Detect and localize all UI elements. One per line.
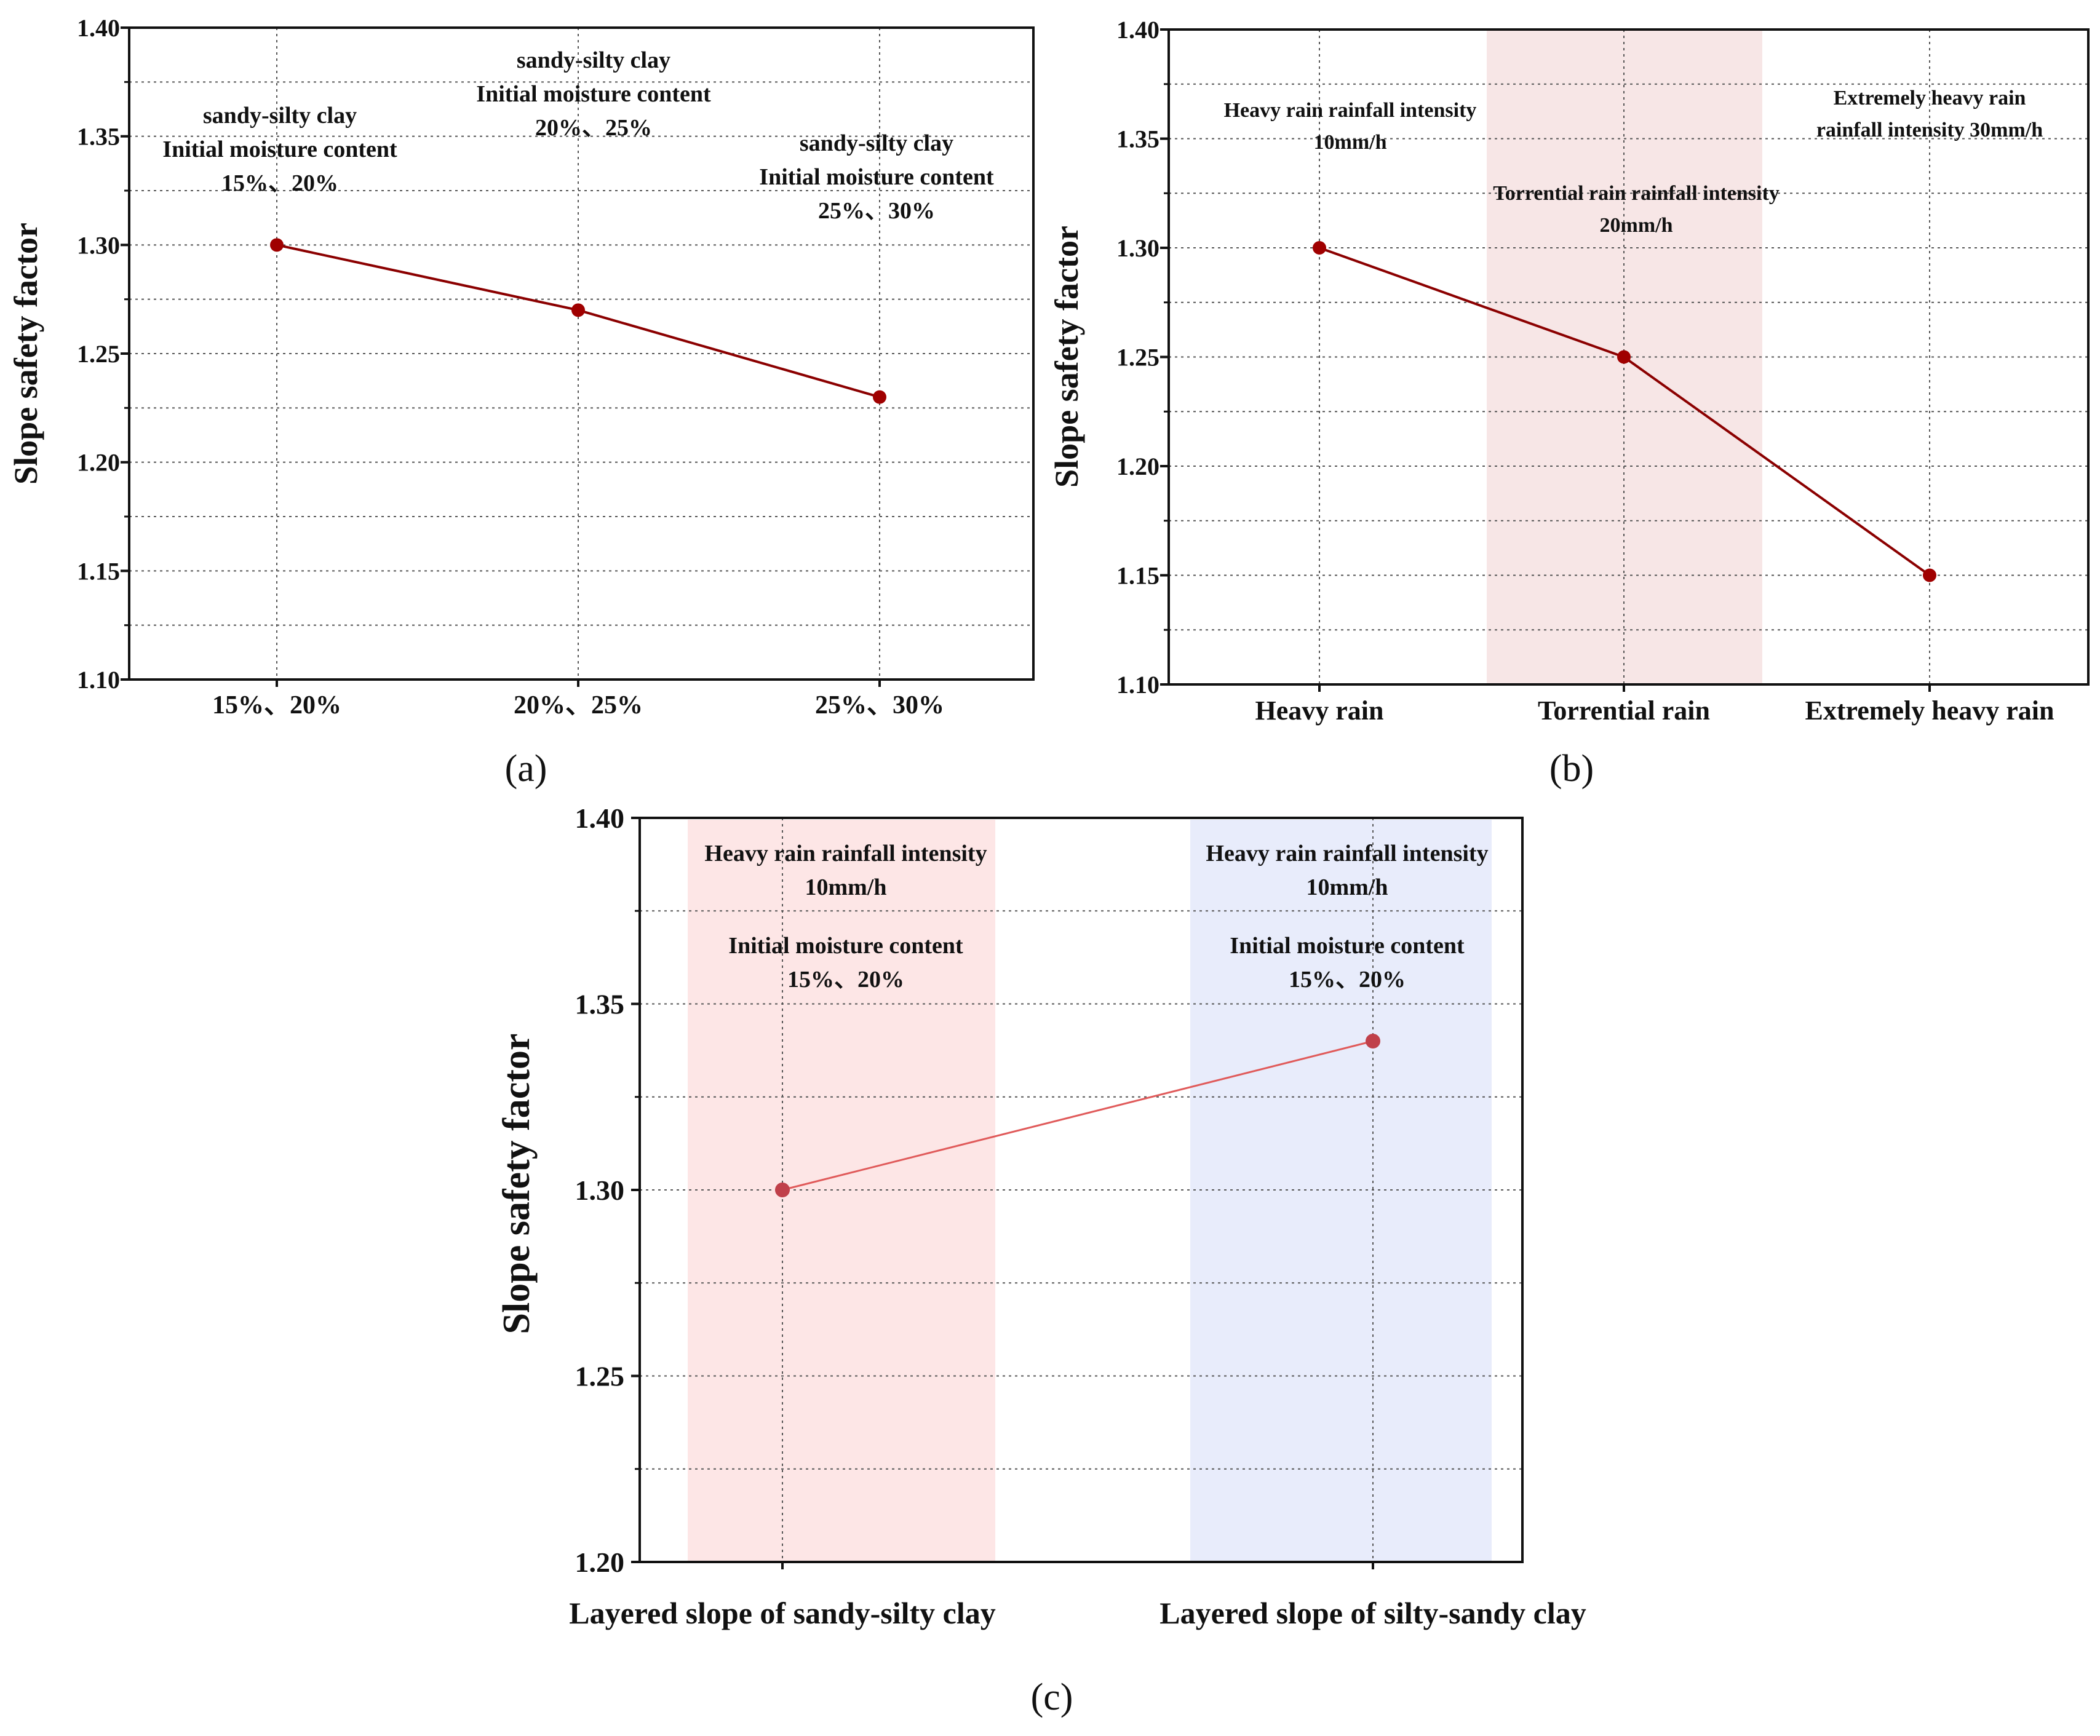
annotation-line: Initial moisture content bbox=[759, 164, 994, 190]
x-tick-label: 15%、20% bbox=[212, 691, 341, 719]
annotation-block: sandy-silty clay Initial moisture content… bbox=[162, 103, 397, 196]
annotation-line: 20%、25% bbox=[535, 115, 652, 141]
panel-c-annotations: Heavy rain rainfall intensity 10mm/h Initi… bbox=[704, 841, 1488, 993]
data-point bbox=[1923, 568, 1936, 582]
y-tick-label: 1.15 bbox=[77, 557, 120, 585]
annotation-line: 10mm/h bbox=[1307, 874, 1388, 900]
y-tick-label: 1.40 bbox=[77, 14, 120, 42]
x-tick-label: 20%、25% bbox=[514, 691, 643, 719]
annotation-block: Heavy rain rainfall intensity 10mm/h bbox=[1224, 99, 1477, 154]
y-tick-label: 1.40 bbox=[575, 803, 625, 834]
y-tick-label: 1.25 bbox=[77, 340, 120, 368]
panel-c-series bbox=[775, 1034, 1380, 1197]
panel-a-caption: (a) bbox=[505, 748, 547, 790]
y-tick-label: 1.30 bbox=[575, 1175, 625, 1206]
panel-a-y-axis-title: Slope safety factor bbox=[7, 223, 44, 485]
annotation-line: sandy-silty clay bbox=[517, 47, 670, 73]
annotation-line: Extremely heavy rain bbox=[1834, 87, 2026, 109]
series-line bbox=[782, 1040, 1374, 1191]
data-point bbox=[571, 303, 585, 317]
panel-c: 1.20 1.25 1.30 1.35 1.40 Slope safety factor… bbox=[496, 803, 1586, 1718]
y-tick-label: 1.35 bbox=[77, 123, 120, 151]
x-tick-label: 25%、30% bbox=[815, 691, 944, 719]
panel-a-y-ticks: 1.10 1.15 1.20 1.25 1.30 1.35 1.40 bbox=[77, 14, 881, 694]
panel-b: 1.10 1.15 1.20 1.25 1.30 1.35 1.40 Slope safet… bbox=[1048, 16, 2090, 790]
annotation-line: 15%、20% bbox=[1289, 967, 1406, 993]
annotation-line: 10mm/h bbox=[805, 874, 887, 900]
data-point bbox=[1313, 241, 1326, 255]
annotation-line: Heavy rain rainfall intensity bbox=[1224, 99, 1477, 122]
y-tick-label: 1.15 bbox=[1116, 562, 1159, 590]
y-tick-label: 1.10 bbox=[1116, 671, 1159, 699]
panel-a-x-tick-labels: 15%、20% 20%、25% 25%、30% bbox=[212, 691, 944, 719]
y-tick-label: 1.30 bbox=[1116, 234, 1159, 262]
y-tick-label: 1.20 bbox=[575, 1547, 625, 1578]
y-tick-label: 1.20 bbox=[77, 449, 120, 477]
annotation-line: 10mm/h bbox=[1314, 131, 1387, 154]
annotation-line: Initial moisture content bbox=[162, 137, 397, 162]
data-point bbox=[1617, 350, 1631, 364]
panel-b-y-axis-title: Slope safety factor bbox=[1048, 226, 1085, 488]
panel-c-y-ticks: 1.20 1.25 1.30 1.35 1.40 bbox=[575, 803, 1374, 1578]
annotation-line: Initial moisture content bbox=[1230, 933, 1465, 959]
panel-a-annotations: sandy-silty clay Initial moisture content… bbox=[162, 47, 994, 224]
data-point bbox=[775, 1183, 790, 1197]
panel-c-caption: (c) bbox=[1031, 1676, 1073, 1718]
panel-a-plot-frame bbox=[128, 26, 1035, 681]
panel-b-y-ticks: 1.10 1.15 1.20 1.25 1.30 1.35 1.40 bbox=[1116, 16, 1931, 699]
annotation-line: rainfall intensity 30mm/h bbox=[1816, 119, 2043, 141]
y-tick-label: 1.30 bbox=[77, 231, 120, 259]
x-tick-label: Layered slope of silty-sandy clay bbox=[1159, 1596, 1586, 1630]
panel-b-caption: (b) bbox=[1549, 748, 1594, 790]
annotation-line: 20mm/h bbox=[1600, 214, 1673, 237]
y-tick-label: 1.35 bbox=[575, 989, 625, 1020]
annotation-block: Extremely heavy rain rainfall intensity 3… bbox=[1816, 87, 2043, 141]
annotation-line: Initial moisture content bbox=[476, 81, 711, 107]
annotation-line: sandy-silty clay bbox=[800, 130, 953, 156]
annotation-line: 15%、20% bbox=[221, 170, 338, 196]
panel-b-plot-frame bbox=[1167, 28, 2090, 686]
data-point bbox=[873, 390, 886, 404]
annotation-block: Heavy rain rainfall intensity 10mm/h Initi… bbox=[704, 841, 987, 993]
annotation-line: Heavy rain rainfall intensity bbox=[1206, 841, 1488, 866]
panel-b-annotations: Heavy rain rainfall intensity 10mm/h Torre… bbox=[1224, 87, 2043, 237]
annotation-block: Torrential rain rainfall intensity 20mm/h bbox=[1493, 182, 1780, 237]
annotation-block: sandy-silty clay Initial moisture content… bbox=[759, 130, 994, 224]
annotation-block: sandy-silty clay Initial moisture content… bbox=[476, 47, 711, 141]
panel-c-y-axis-title: Slope safety factor bbox=[496, 1034, 538, 1334]
data-point bbox=[1366, 1034, 1380, 1048]
panel-c-plot-frame bbox=[638, 817, 1524, 1563]
y-tick-label: 1.35 bbox=[1116, 125, 1159, 153]
panel-b-series bbox=[1313, 241, 1936, 582]
annotation-line: Torrential rain rainfall intensity bbox=[1493, 182, 1780, 205]
annotation-line: 15%、20% bbox=[787, 967, 904, 993]
x-tick-label: Extremely heavy rain bbox=[1805, 696, 2054, 726]
panel-c-x-tick-labels: Layered slope of sandy-silty clay Layered… bbox=[569, 1596, 1586, 1630]
panel-a-series bbox=[270, 238, 886, 404]
data-point bbox=[270, 238, 284, 252]
panel-a-grid bbox=[129, 28, 1033, 680]
x-tick-label: Torrential rain bbox=[1538, 696, 1710, 726]
y-tick-label: 1.40 bbox=[1116, 16, 1159, 44]
panel-b-x-tick-labels: Heavy rain Torrential rain Extremely heavy… bbox=[1255, 696, 2054, 726]
x-tick-label: Heavy rain bbox=[1255, 696, 1384, 726]
y-tick-label: 1.25 bbox=[1116, 344, 1159, 371]
annotation-line: sandy-silty clay bbox=[203, 103, 357, 129]
annotation-line: 25%、30% bbox=[818, 198, 935, 224]
panel-a: 1.10 1.15 1.20 1.25 1.30 1.35 1.40 Slope safet… bbox=[7, 14, 1035, 790]
annotation-block: Heavy rain rainfall intensity 10mm/h Initi… bbox=[1206, 841, 1488, 993]
y-tick-label: 1.10 bbox=[77, 666, 120, 694]
y-tick-label: 1.20 bbox=[1116, 453, 1159, 480]
annotation-line: Initial moisture content bbox=[728, 933, 963, 959]
x-tick-label: Layered slope of sandy-silty clay bbox=[569, 1596, 996, 1630]
panel-c-grid bbox=[640, 818, 1522, 1562]
annotation-line: Heavy rain rainfall intensity bbox=[704, 841, 987, 866]
y-tick-label: 1.25 bbox=[575, 1361, 625, 1392]
